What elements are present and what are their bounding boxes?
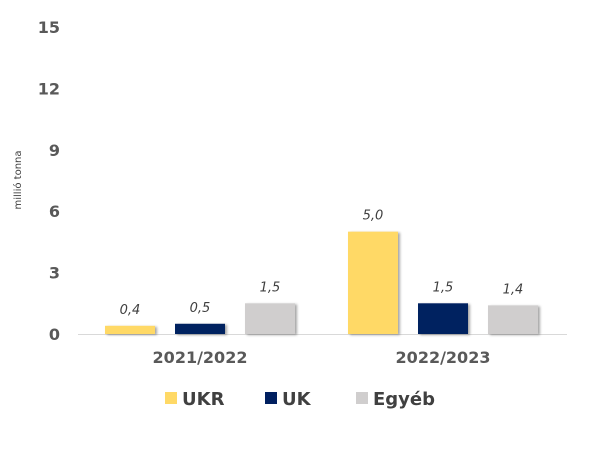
legend-swatch — [165, 392, 177, 404]
bar-uk-2021-2022 — [175, 323, 225, 334]
data-label: 1,5 — [260, 280, 281, 295]
bar-egyéb-2021-2022 — [245, 303, 295, 334]
y-axis-label: millió tonna — [12, 151, 24, 210]
y-tick-label: 3 — [49, 264, 60, 283]
data-label: 0,5 — [190, 301, 211, 316]
y-tick-label: 6 — [49, 202, 60, 221]
legend-swatch — [265, 392, 277, 404]
y-tick-label: 12 — [38, 79, 60, 98]
bar-ukr-2021-2022 — [105, 325, 155, 334]
y-tick-label: 15 — [38, 18, 60, 37]
legend-item-egyéb: Egyéb — [356, 389, 435, 410]
legend-item-uk: UK — [265, 389, 312, 410]
legend-item-ukr: UKR — [165, 389, 225, 410]
legend-label: UK — [282, 389, 312, 410]
legend-swatch — [356, 392, 368, 404]
legend-label: Egyéb — [373, 389, 435, 410]
y-tick-label: 9 — [49, 141, 60, 160]
y-tick-label: 0 — [49, 325, 60, 344]
data-label: 1,5 — [433, 280, 454, 295]
bar-uk-2022-2023 — [418, 303, 468, 334]
legend-label: UKR — [182, 389, 225, 410]
data-label: 1,4 — [503, 282, 524, 297]
bar-egyéb-2022-2023 — [488, 305, 538, 334]
data-label: 5,0 — [363, 209, 384, 224]
x-category-label: 2021/2022 — [153, 348, 248, 367]
data-label: 0,4 — [120, 303, 141, 318]
bar-ukr-2022-2023 — [348, 231, 398, 334]
x-category-label: 2022/2023 — [396, 348, 491, 367]
